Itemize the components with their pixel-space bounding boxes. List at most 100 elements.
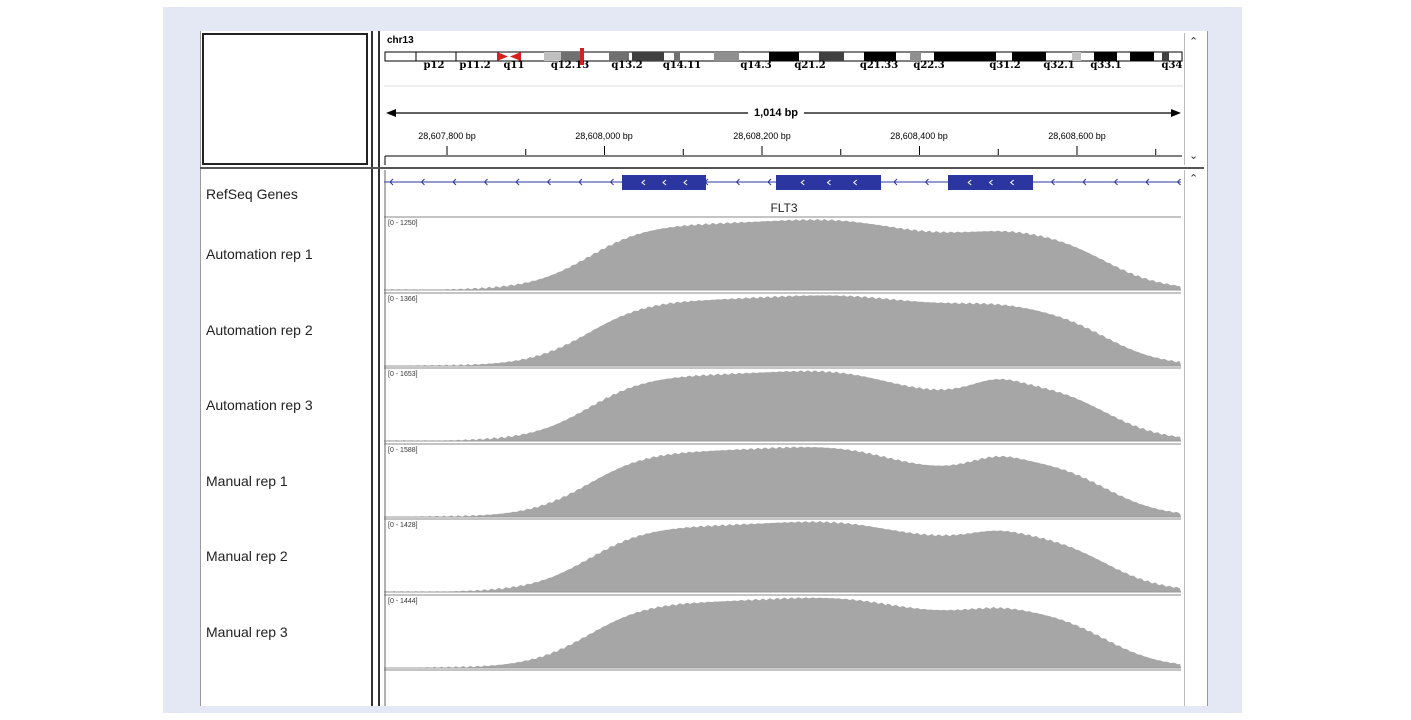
strand-arrow xyxy=(767,178,772,186)
tick-label: 28,608,200 bp xyxy=(733,131,791,141)
strand-arrow xyxy=(546,178,551,186)
exon-strand-arrow xyxy=(662,179,667,186)
cytoband xyxy=(632,52,664,61)
cytoband xyxy=(674,52,680,61)
track-name-refseq[interactable]: RefSeq Genes xyxy=(206,186,298,202)
coverage-area xyxy=(384,521,1181,592)
data-panel[interactable]: FLT3 [0 - 1250] [0 - 1366] [0 - 1653] [0 - … xyxy=(384,170,1183,706)
strand-arrow xyxy=(420,178,425,186)
cytoband xyxy=(1072,52,1081,61)
strand-arrow xyxy=(609,178,614,186)
gene-exon xyxy=(948,175,1033,190)
data-range-label: [0 - 1366] xyxy=(388,296,418,303)
coverage-area xyxy=(384,446,1181,517)
chevron-up-icon[interactable]: ⌃ xyxy=(1189,173,1199,185)
band-label: q32.1 xyxy=(1043,60,1075,71)
strand-arrow xyxy=(1113,178,1118,186)
strand-arrow xyxy=(735,178,740,186)
cytoband xyxy=(934,52,996,61)
strand-arrow xyxy=(515,178,520,186)
cytoband xyxy=(910,52,921,61)
coverage-area xyxy=(384,597,1181,668)
coverage-area xyxy=(384,295,1181,366)
strand-arrow xyxy=(452,178,457,186)
cytoband xyxy=(1094,52,1117,61)
cytoband xyxy=(1130,52,1154,61)
header-track-divider[interactable] xyxy=(200,167,1204,169)
cytoband xyxy=(769,52,799,61)
band-label: p11.2 xyxy=(459,60,491,71)
span-arrow-right xyxy=(1171,109,1181,117)
exon-strand-arrow xyxy=(683,179,688,186)
cytoband xyxy=(864,52,896,61)
cytoband xyxy=(544,52,561,61)
strand-arrow xyxy=(483,178,488,186)
exon-strand-arrow xyxy=(800,179,805,186)
gene-exon xyxy=(776,175,881,190)
header-scrollbar[interactable]: ⌃ ⌄ xyxy=(1184,33,1204,165)
tick-label: 28,608,600 bp xyxy=(1048,131,1106,141)
track-name[interactable]: Automation rep 3 xyxy=(206,397,313,413)
band-label: q21.2 xyxy=(794,60,826,71)
data-range-label: [0 - 1250] xyxy=(388,220,418,227)
exon-strand-arrow xyxy=(988,179,993,186)
track-name[interactable]: Manual rep 3 xyxy=(206,624,288,640)
cytoband xyxy=(714,52,739,61)
data-range-label: [0 - 1588] xyxy=(388,447,418,454)
track-name[interactable]: Manual rep 1 xyxy=(206,473,288,489)
strand-arrow xyxy=(1082,178,1087,186)
data-range-label: [0 - 1444] xyxy=(388,598,418,605)
track-name[interactable]: Automation rep 1 xyxy=(206,246,313,262)
strand-arrow xyxy=(389,178,394,186)
tick-label: 28,608,400 bp xyxy=(890,131,948,141)
band-label: q21.33 xyxy=(859,60,899,71)
centromere-p xyxy=(497,52,508,61)
band-label: q12.13 xyxy=(550,60,590,71)
chevron-down-icon[interactable]: ⌄ xyxy=(1189,150,1199,162)
cytoband xyxy=(1012,52,1046,61)
strand-arrow xyxy=(578,178,583,186)
span-label: 1,014 bp xyxy=(747,107,805,119)
tracks-canvas[interactable] xyxy=(384,170,1183,706)
band-label: q22.3 xyxy=(913,60,945,71)
strand-arrow xyxy=(893,178,898,186)
exon-strand-arrow xyxy=(826,179,831,186)
cytoband xyxy=(1162,52,1169,61)
current-location-marker xyxy=(580,48,584,65)
band-label: q33.1 xyxy=(1090,60,1122,71)
coverage-area xyxy=(384,219,1181,290)
span-arrow-left xyxy=(386,109,396,117)
track-name[interactable]: Automation rep 2 xyxy=(206,322,313,338)
exon-strand-arrow xyxy=(852,179,858,186)
band-label: q31.2 xyxy=(989,60,1021,71)
cytoband xyxy=(819,52,844,61)
panel-divider-right[interactable] xyxy=(378,31,380,706)
chromosome-name: chr13 xyxy=(387,35,414,46)
exon-strand-arrow xyxy=(1009,179,1015,186)
band-label: q13.2 xyxy=(611,60,643,71)
band-label: q14.11 xyxy=(662,60,702,71)
band-label: q34 xyxy=(1161,60,1183,71)
gene-label: FLT3 xyxy=(770,201,798,215)
gene-exon xyxy=(622,175,706,190)
exon-strand-arrow xyxy=(967,179,972,186)
track-name[interactable]: Manual rep 2 xyxy=(206,548,288,564)
band-label: p12 xyxy=(423,60,445,71)
chromosome-ideogram[interactable] xyxy=(384,33,1183,165)
data-scrollbar[interactable]: ⌃ xyxy=(1184,170,1204,706)
ruler-panel[interactable]: chr13 p12 p11.2 q11 q12.13 q13.2 q14.11 q14.3 q… xyxy=(384,33,1183,165)
tick-label: 28,607,800 bp xyxy=(418,131,476,141)
strand-arrow xyxy=(1176,178,1181,186)
band-label: q14.3 xyxy=(740,60,772,71)
centromere-q xyxy=(510,52,521,61)
data-range-label: [0 - 1428] xyxy=(388,522,418,529)
cytoband xyxy=(609,52,629,61)
chevron-up-icon[interactable]: ⌃ xyxy=(1189,36,1199,48)
data-range-label: [0 - 1653] xyxy=(388,371,418,378)
strand-arrow xyxy=(1050,178,1055,186)
exon-strand-arrow xyxy=(641,179,646,186)
cytoband xyxy=(561,52,580,61)
coverage-area xyxy=(384,370,1181,441)
tick-label: 28,608,000 bp xyxy=(575,131,633,141)
panel-divider-left[interactable] xyxy=(371,31,373,706)
